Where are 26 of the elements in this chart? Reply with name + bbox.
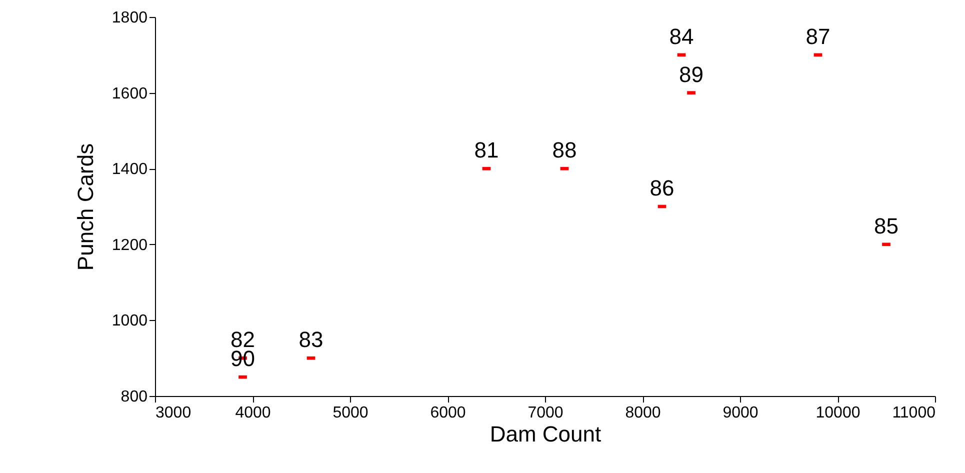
annotation: 83 [298, 327, 324, 352]
annotation: 84 [669, 24, 694, 49]
annotation: 86 [650, 176, 674, 200]
x-tick-label: 11000 [892, 404, 936, 422]
x-tick-label: 7000 [528, 404, 564, 422]
x-tick-label: 3000 [156, 404, 192, 422]
x-tick-label: 4000 [235, 404, 271, 422]
y-tick-label: 1400 [112, 161, 148, 178]
y-tick-label: 800 [120, 388, 148, 406]
y-tick-label: 1600 [112, 85, 148, 102]
annotation: 89 [679, 62, 704, 87]
annotation: 90 [230, 346, 255, 372]
annotation: 81 [474, 138, 499, 163]
y-tick-label: 1000 [112, 312, 148, 330]
x-tick-label: 6000 [430, 404, 466, 422]
y-tick-label: 1200 [112, 236, 148, 254]
annotation: 85 [874, 213, 898, 238]
y-tick-label: 1800 [112, 10, 148, 26]
x-axis-title: Dam Count [490, 422, 602, 446]
x-tick-label: 8000 [625, 404, 661, 422]
annotation: 88 [552, 138, 577, 163]
x-tick-label: 9000 [722, 404, 758, 422]
x-tick-label: 10000 [816, 404, 860, 422]
annotation: 87 [806, 24, 830, 49]
x-tick-label: 5000 [332, 404, 368, 422]
y-axis-title: Punch Cards [72, 143, 98, 271]
